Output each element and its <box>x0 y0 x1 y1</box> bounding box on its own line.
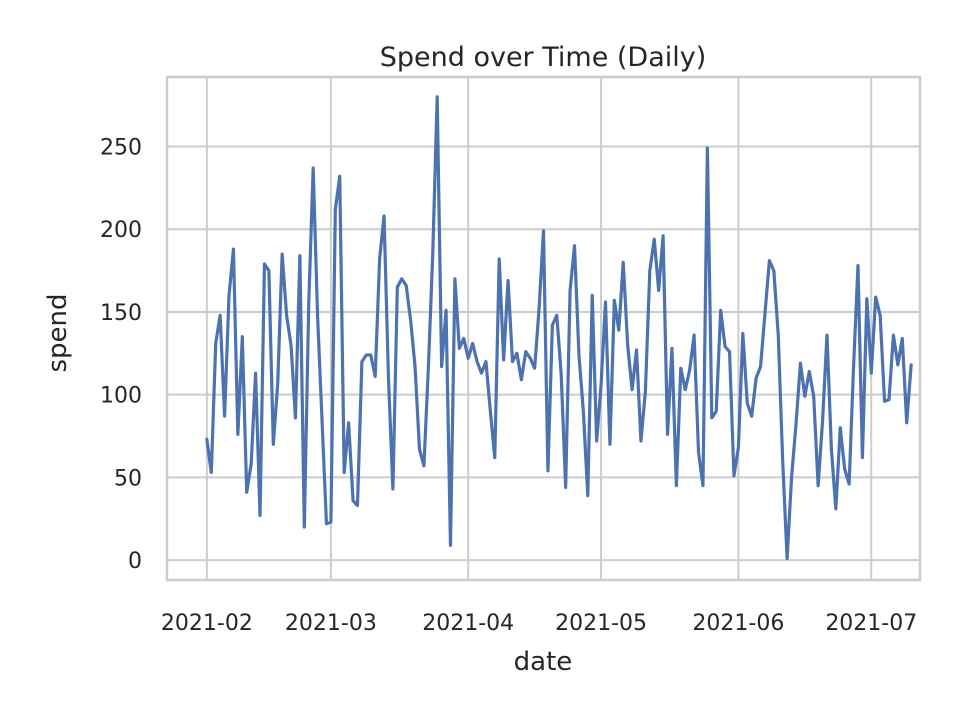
y-tick-label: 200 <box>100 218 142 243</box>
chart-title: Spend over Time (Daily) <box>380 42 707 73</box>
y-axis-ticks: 0 50 100 150 200 250 <box>100 135 142 574</box>
x-tick-label: 2021-02 <box>161 611 253 636</box>
plot-area <box>165 75 922 582</box>
y-tick-label: 250 <box>100 135 142 160</box>
y-tick-label: 150 <box>100 301 142 326</box>
y-tick-label: 50 <box>114 466 142 491</box>
spend-series-line <box>205 95 913 561</box>
x-tick-label: 2021-05 <box>555 611 647 636</box>
x-axis-ticks: 2021-02 2021-03 2021-04 2021-05 2021-06 2021-… <box>161 611 917 636</box>
y-axis-title: spend <box>43 293 73 372</box>
y-tick-label: 100 <box>100 384 142 409</box>
x-tick-label: 2021-04 <box>422 611 514 636</box>
x-tick-label: 2021-06 <box>692 611 784 636</box>
grid <box>167 77 920 580</box>
x-tick-label: 2021-07 <box>825 611 917 636</box>
x-tick-label: 2021-03 <box>285 611 377 636</box>
y-tick-label: 0 <box>128 549 142 574</box>
x-axis-title: date <box>514 647 573 677</box>
